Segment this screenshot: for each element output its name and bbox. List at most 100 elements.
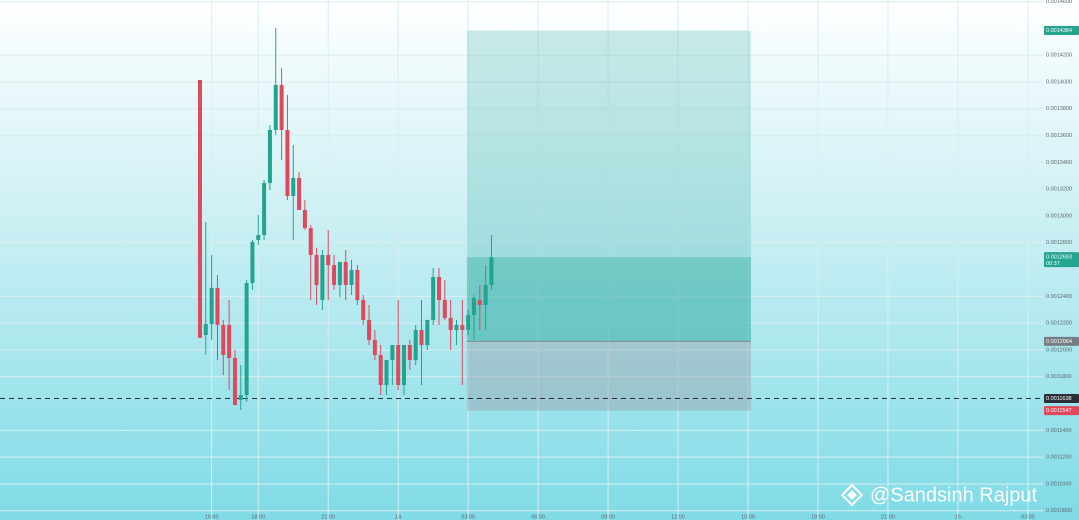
y-tick-label: 0.0011000 [1046,481,1072,487]
x-tick-label: 15:00 [741,514,755,520]
candle-body [454,324,459,331]
stop-label: 0.0011547 [1046,408,1072,414]
candle-body [221,324,226,355]
stop-label-box [1044,406,1079,416]
candle-body [273,84,278,130]
candle-body [425,319,430,346]
candle-body [267,129,272,184]
candle-body [460,324,465,331]
candles [197,28,494,410]
x-tick-label: 16:00 [205,514,219,520]
y-tick-label: 0.0010800 [1046,508,1072,514]
candle-body [250,241,255,283]
y-tick-label: 0.0014000 [1046,79,1072,85]
y-tick-label: 0.0013600 [1046,133,1072,139]
candle-body [285,129,290,197]
watermark-text: @Sandsinh Rajput [870,484,1038,506]
candle-body [384,360,389,385]
candle-body [402,345,407,385]
x-tick-label: 12:00 [671,514,685,520]
price-axis: 0.0014600 0.0014200 0.0014000 0.0013800 0.00… [205,0,1079,520]
candle-body [489,257,494,285]
target-label: 0.0014384 [1046,28,1072,34]
candle-body [302,209,307,229]
profit-zone [466,30,751,342]
x-tick-label: 15 [955,514,961,520]
candle-body [413,330,418,361]
x-tick-label: 21:00 [321,514,335,520]
candle-body [320,254,325,300]
candle-body [215,287,220,325]
candle-body [355,269,360,300]
countdown-label: 00:37 [1046,261,1060,267]
x-tick-label: 03:00 [461,514,475,520]
candle-body [238,394,243,400]
candle-body [407,345,412,361]
open-profit-zone [466,257,751,342]
candle-body [297,177,302,210]
y-tick-label: 0.0012200 [1046,321,1072,327]
candle-body [343,261,348,285]
candle-body [262,183,267,236]
y-tick-label: 0.0012800 [1046,240,1072,246]
candle-body [332,265,337,285]
y-tick-label: 0.0011400 [1046,428,1072,434]
x-tick-label: 18:00 [251,514,265,520]
y-tick-label: 0.0011200 [1046,455,1072,461]
marker-label-box [1044,393,1079,403]
candle-body [477,299,482,305]
candle-body [244,282,249,395]
entry-label: 0.0012064 [1046,339,1072,345]
candle-body [279,84,284,130]
candle-body [442,299,447,318]
candle-body [349,269,354,285]
candle-body [483,284,488,305]
candle-body [378,354,383,385]
watermark-logo [840,483,864,507]
candle-body [471,297,476,316]
marker-label: 0.0011638 [1046,396,1072,402]
position-zones [0,30,1043,411]
y-tick-label: 0.0011800 [1046,374,1072,380]
entry-label-box [1044,336,1079,346]
candle-body [308,228,313,255]
y-tick-label: 0.0013800 [1046,106,1072,112]
x-tick-label: 21:00 [881,514,895,520]
x-tick-label: 09:00 [601,514,615,520]
y-tick-label: 0.0014600 [1046,0,1072,5]
x-tick-label: 14 [395,514,401,520]
target-label-box [1044,26,1079,36]
candle-body [419,330,424,346]
candle-body [437,276,442,300]
x-tick-label: 18:00 [811,514,825,520]
y-tick-label: 0.0013400 [1046,160,1072,166]
candle-body [431,276,436,320]
candle-body [227,324,232,359]
grid [0,0,1043,520]
candle-body [197,79,202,338]
candle-body [203,323,208,335]
candle-body [337,261,342,285]
candle-body [372,339,377,355]
candle-body [466,315,471,331]
candle-body [232,358,237,406]
candle-body [291,177,296,197]
y-tick-label: 0.0014200 [1046,53,1072,59]
loss-zone [466,341,751,411]
candle-body [209,287,214,324]
candle-body [390,345,395,361]
candle-body [361,299,366,320]
watermark: @Sandsinh Rajput [840,483,1038,507]
x-tick-label: 03:00 [1021,514,1035,520]
candle-body [396,345,401,385]
candle-body [256,235,261,240]
current-price-label: 0.0012693 [1046,255,1072,261]
y-tick-label: 0.0013200 [1046,187,1072,193]
current-price-box [1044,252,1079,268]
candle-body [448,317,453,331]
candle-body [314,254,319,285]
candle-body [326,254,331,266]
